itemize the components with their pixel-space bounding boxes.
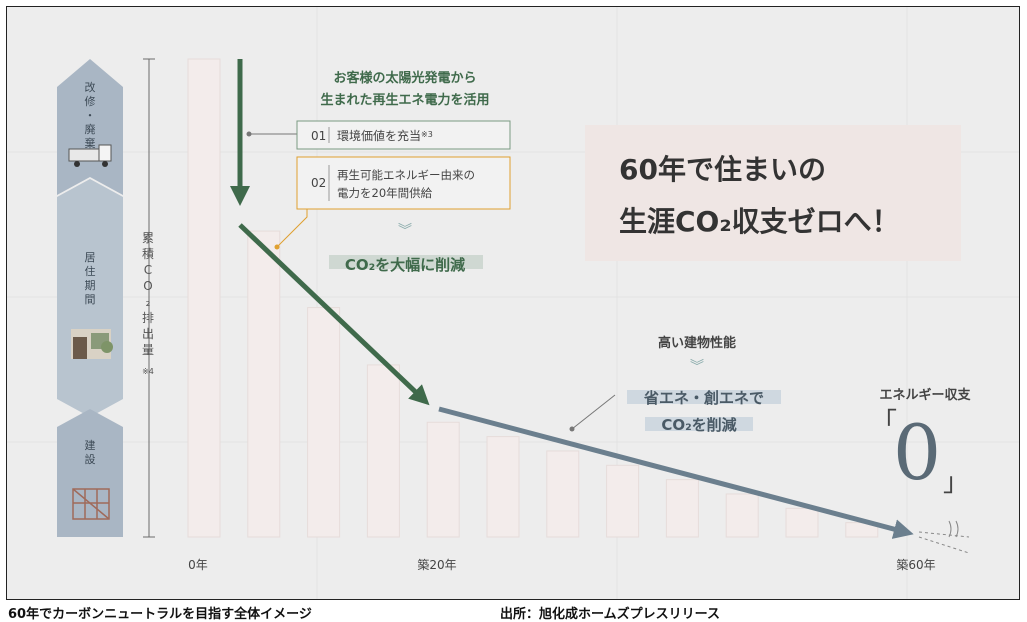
item2-box bbox=[296, 156, 511, 210]
arrow-slate-diagonal bbox=[438, 406, 914, 539]
performance-title: 高い建物性能 bbox=[658, 335, 736, 351]
save-highlight-2 bbox=[645, 417, 753, 431]
axis-break-icon bbox=[918, 520, 970, 554]
solar-title-line2: 生まれた再生エネ電力を活用 bbox=[320, 92, 489, 108]
truck-icon bbox=[68, 144, 112, 167]
balance-bracket-open: 「 bbox=[871, 408, 897, 438]
bar-0 bbox=[187, 58, 221, 538]
bar-7 bbox=[606, 464, 640, 538]
bar-9 bbox=[725, 493, 759, 538]
chevron-down-icon: ︾ bbox=[398, 223, 412, 239]
stage-panel-construction bbox=[57, 409, 123, 537]
bar-1 bbox=[247, 230, 281, 538]
item2-text-line2: 電力を20年間供給 bbox=[337, 186, 433, 200]
balance-value: 0 bbox=[893, 408, 941, 497]
connector-save bbox=[571, 394, 616, 430]
reduce1-text: CO₂を大幅に削減 bbox=[345, 256, 465, 274]
headline-line1: 60年で住まいの bbox=[619, 153, 826, 186]
bar-4 bbox=[426, 421, 460, 538]
connector-item2 bbox=[276, 207, 308, 248]
chevron-down-icon-2: ︾ bbox=[690, 359, 704, 375]
x-tick-label-20: 築20年 bbox=[417, 557, 456, 572]
bar-group bbox=[187, 58, 879, 538]
x-tick-label-60: 築60年 bbox=[896, 557, 935, 572]
bar-5 bbox=[486, 436, 520, 538]
item1-text: 環境価値を充当※3 bbox=[337, 128, 433, 143]
reduce1-highlight bbox=[329, 255, 483, 269]
save-text-line2: CO₂を削減 bbox=[661, 416, 736, 434]
save-text-line1: 省エネ・創エネで bbox=[643, 389, 764, 407]
stage-column: 改修・廃棄 居住期間 建設 bbox=[57, 59, 123, 537]
balance-bracket-close: 」 bbox=[943, 468, 969, 498]
balance-label: エネルギー収支 bbox=[879, 387, 971, 403]
item2-number: 02 bbox=[311, 176, 326, 190]
stage-label-renovation: 改修・廃棄 bbox=[85, 80, 96, 150]
x-tick-label-0: 0年 bbox=[188, 558, 208, 572]
building-frame-icon bbox=[72, 488, 110, 520]
connector-dot-save bbox=[569, 426, 575, 432]
stage-label-construction: 建設 bbox=[85, 438, 96, 466]
headline-line2: 生涯CO₂収支ゼロへ！ bbox=[619, 205, 900, 238]
caption-left: 60年でカーボンニュートラルを目指す全体イメージ bbox=[8, 607, 312, 622]
caption-right: 出所：旭化成ホームズプレスリリース bbox=[500, 607, 720, 622]
solar-title-line1: お客様の太陽光発電から bbox=[333, 70, 476, 86]
bar-10 bbox=[785, 507, 819, 538]
house-icon bbox=[71, 329, 113, 359]
arrow-green-diagonal bbox=[238, 223, 430, 406]
bar-2 bbox=[307, 307, 341, 538]
stage-label-living: 居住期間 bbox=[85, 251, 96, 306]
y-axis bbox=[143, 58, 155, 538]
y-axis-label: 累積 C O ₂ 排出量※4 bbox=[142, 231, 154, 376]
item2-text-line1: 再生可能エネルギー由来の bbox=[337, 168, 475, 182]
headline-box bbox=[585, 125, 961, 261]
connector-dot-item1 bbox=[246, 131, 252, 137]
bar-8 bbox=[665, 479, 699, 538]
connector-dot-item2 bbox=[274, 244, 280, 250]
save-highlight-1 bbox=[627, 390, 781, 404]
chart-frame: 改修・廃棄 居住期間 建設 累積 C O ₂ 排出量※4 bbox=[6, 6, 1020, 600]
bar-3 bbox=[366, 364, 400, 538]
item1-number: 01 bbox=[311, 129, 326, 143]
bar-6 bbox=[546, 450, 580, 538]
chart-canvas: 改修・廃棄 居住期間 建設 累積 C O ₂ 排出量※4 bbox=[7, 7, 1019, 599]
item1-box bbox=[296, 120, 511, 150]
